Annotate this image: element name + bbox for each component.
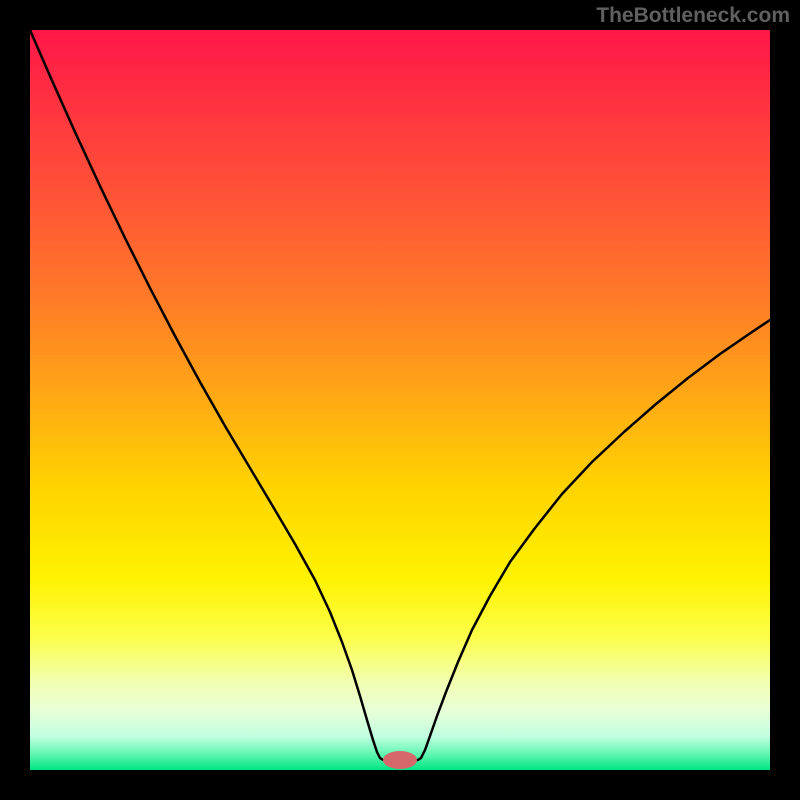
optimal-point-marker — [383, 751, 417, 769]
watermark-text: TheBottleneck.com — [596, 4, 790, 28]
bottleneck-chart — [0, 0, 800, 800]
chart-container: TheBottleneck.com — [0, 0, 800, 800]
